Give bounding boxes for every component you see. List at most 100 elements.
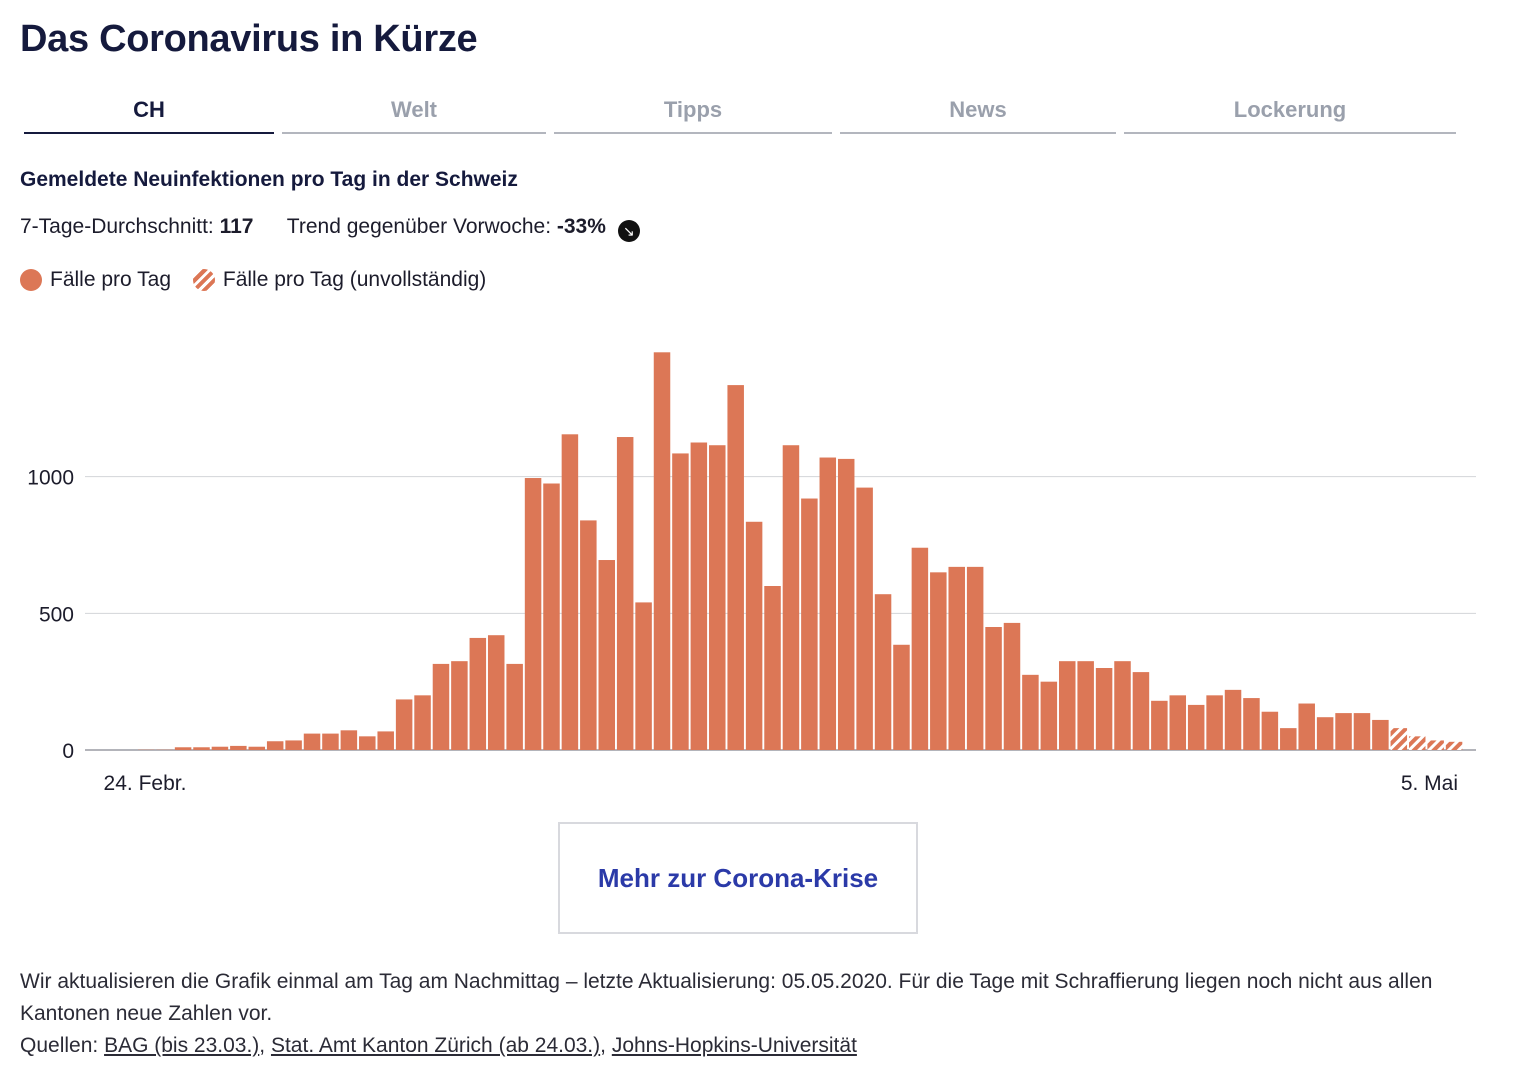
bar-day-27 (616, 437, 634, 750)
bar-day-45 (948, 566, 965, 750)
tab-lockerung[interactable]: Lockerung (1124, 92, 1456, 134)
source-link-jhu[interactable]: Johns-Hopkins-Universität (611, 1034, 857, 1057)
bar-day-11 (322, 733, 339, 750)
bar-day-63 (1280, 728, 1297, 750)
bar-day-16 (414, 695, 431, 750)
source-link-bag[interactable]: BAG (bis 23.03.) (104, 1034, 260, 1057)
bar-day-43 (911, 547, 929, 750)
bar-day-38 (819, 457, 837, 750)
bar-day-61 (1243, 698, 1260, 750)
bar-day-21 (506, 663, 523, 750)
bar-day-14 (377, 731, 394, 750)
bar-day-29 (653, 352, 671, 750)
bar-day-68 (1372, 719, 1389, 750)
bar-chart: 0 500 1000 24. Febr. 5. Mai (27, 352, 1476, 795)
bar-day-12 (340, 730, 358, 750)
bar-day-60 (1224, 689, 1242, 750)
trend-label: Trend gegenüber Vorwoche: (286, 215, 552, 238)
avg-value: 117 (219, 215, 254, 238)
legend-hatched-label: Fälle pro Tag (unvollständig) (222, 268, 487, 291)
bar-day-23 (543, 483, 560, 750)
more-corona-button[interactable]: Mehr zur Corona-Krise (558, 822, 918, 934)
bar-day-22 (524, 478, 542, 750)
legend-item-hatched: Fälle pro Tag (unvollständig) (192, 268, 487, 292)
bar-day-52 (1077, 661, 1094, 750)
bar-day-40 (856, 487, 873, 750)
bar-day-37 (801, 498, 818, 750)
bar-hatched-day-70 (1408, 736, 1426, 750)
bar-day-35 (764, 586, 781, 750)
bar-day-48 (1003, 622, 1021, 750)
tab-tipps[interactable]: Tipps (554, 92, 832, 134)
bar-day-66 (1335, 713, 1352, 750)
trend-value: -33% (556, 215, 606, 238)
bar-day-54 (1114, 661, 1131, 750)
tab-ch[interactable]: CH (24, 92, 274, 134)
bar-day-19 (469, 637, 487, 750)
bar-day-55 (1132, 672, 1150, 750)
bar-hatched-day-71 (1427, 740, 1444, 750)
tab-news[interactable]: News (840, 92, 1116, 134)
legend-hatched-swatch (192, 269, 215, 291)
bar-day-7 (248, 746, 266, 750)
legend-solid-swatch (20, 269, 42, 291)
bar-day-58 (1187, 704, 1205, 750)
bar-day-10 (303, 733, 321, 750)
bar-day-32 (709, 445, 726, 750)
footnote-text: Wir aktualisieren die Grafik einmal am T… (20, 970, 1433, 1025)
bar-day-57 (1169, 695, 1187, 750)
bar-day-34 (745, 521, 763, 750)
bar-day-53 (1095, 668, 1113, 750)
tab-welt[interactable]: Welt (282, 92, 546, 134)
chart-subtitle: Gemeldete Neuinfektionen pro Tag in der … (20, 168, 518, 191)
legend-solid-label: Fälle pro Tag (50, 268, 172, 291)
bar-day-17 (432, 663, 450, 750)
bar-hatched-day-69 (1390, 728, 1408, 750)
page-title: Das Coronavirus in Kürze (20, 18, 478, 60)
bar-day-65 (1316, 717, 1334, 750)
x-tick-label-0: 24. Febr. (104, 772, 187, 795)
bar-day-49 (1022, 674, 1039, 750)
bar-day-6 (230, 745, 247, 750)
bar-day-56 (1151, 700, 1168, 750)
bar-day-30 (672, 453, 689, 750)
bar-day-51 (1059, 661, 1076, 750)
legend-item-solid: Fälle pro Tag (20, 268, 171, 292)
bar-day-36 (782, 445, 800, 750)
bar-day-31 (690, 442, 708, 750)
bar-day-8 (266, 741, 284, 750)
footnote: Wir aktualisieren die Grafik einmal am T… (20, 970, 1433, 1057)
bar-day-50 (1040, 681, 1058, 750)
bar-day-41 (874, 594, 892, 750)
bar-day-62 (1261, 711, 1279, 750)
x-tick-label-1: 5. Mai (1401, 772, 1458, 795)
sources-label: Quellen: (20, 1034, 99, 1057)
bar-day-24 (561, 434, 579, 750)
bar-day-25 (580, 520, 597, 750)
bar-day-47 (985, 627, 1002, 750)
bar-day-33 (727, 385, 744, 750)
source-link-statamt[interactable]: Stat. Amt Kanton Zürich (ab 24.03.) (270, 1034, 601, 1057)
bar-day-59 (1206, 695, 1223, 750)
tab-bar: CH Welt Tipps News Lockerung (0, 92, 1514, 136)
bar-day-28 (635, 602, 652, 750)
bar-day-39 (837, 458, 855, 750)
bar-day-26 (598, 560, 615, 750)
bar-day-42 (893, 644, 910, 750)
bar-day-20 (487, 635, 505, 750)
bar-day-5 (211, 746, 229, 750)
bar-day-9 (285, 740, 302, 750)
bar-day-44 (930, 572, 947, 750)
bar-day-46 (966, 566, 984, 750)
bar-day-64 (1298, 703, 1315, 750)
bar-day-18 (451, 661, 468, 750)
y-tick-label: 0 (62, 740, 74, 763)
bar-hatched-day-72 (1445, 741, 1463, 750)
avg-label: 7-Tage-Durchschnitt: (20, 215, 214, 238)
bar-day-67 (1353, 713, 1371, 750)
bar-day-3 (174, 747, 192, 750)
y-tick-label: 1000 (27, 467, 74, 490)
bar-day-15 (395, 699, 413, 750)
bar-day-4 (193, 747, 210, 750)
y-tick-label: 500 (39, 603, 74, 626)
